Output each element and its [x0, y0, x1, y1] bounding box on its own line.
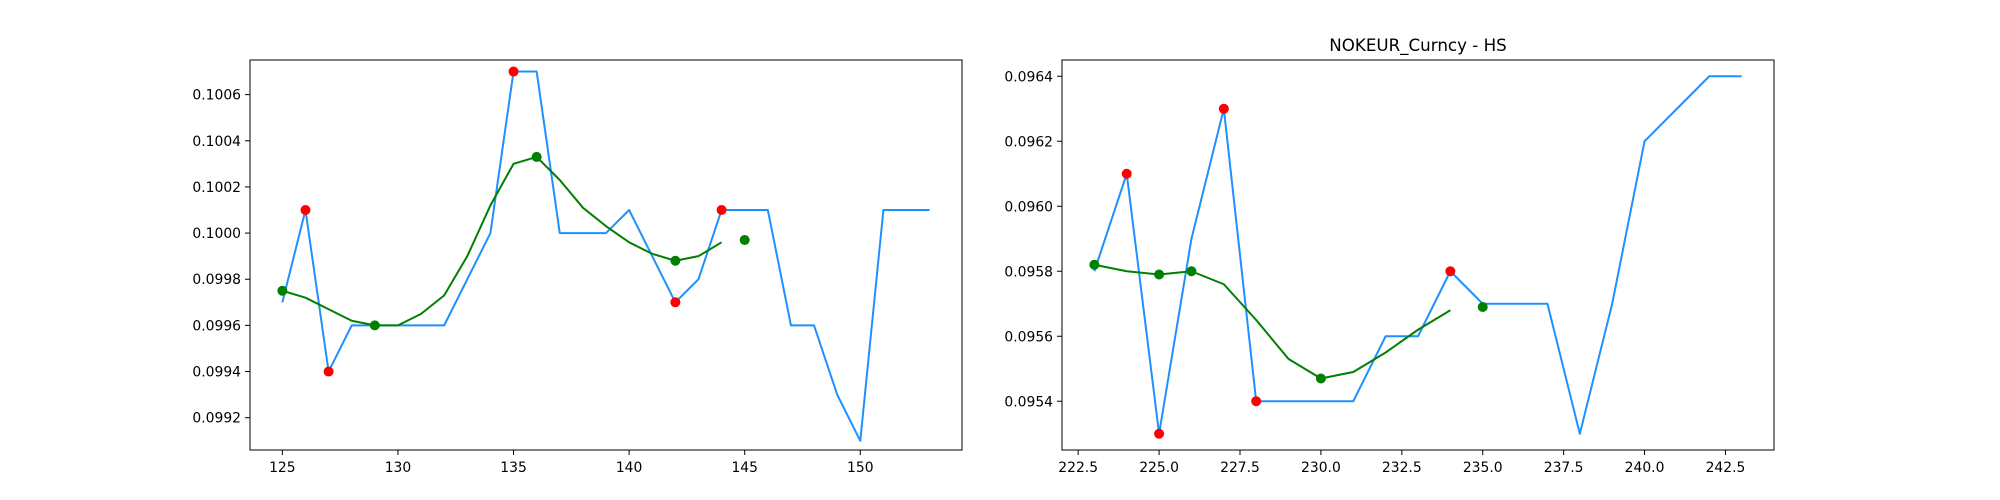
scatter-point: [1218, 103, 1229, 114]
series-line: [1093, 75, 1742, 435]
scatter-point: [670, 255, 681, 266]
x-tick-label: 135: [500, 460, 527, 476]
y-tick-label: 0.1000: [192, 226, 241, 242]
scatter-point: [1121, 168, 1132, 179]
y-tick-label: 0.0956: [1004, 329, 1053, 345]
scatter-point: [277, 285, 288, 296]
chart-title: NOKEUR_Curncy - HS: [1329, 35, 1506, 56]
scatter-point: [1315, 373, 1326, 384]
x-tick-label: 140: [616, 460, 643, 476]
scatter-point: [1089, 259, 1100, 270]
x-tick-label: 242.5: [1706, 460, 1746, 476]
x-tick-label: 130: [385, 460, 412, 476]
x-tick-label: 145: [731, 460, 758, 476]
series-line: [1094, 263, 1451, 380]
x-tick-label: 235.0: [1463, 460, 1503, 476]
scatter-point: [716, 205, 727, 215]
scatter-point: [508, 66, 519, 77]
scatter-point: [1154, 269, 1165, 280]
y-tick-label: 0.0996: [192, 318, 241, 334]
chart-left: 125 130 135 140 145 150 0.0992 0.0994 0.0996 0.09…: [192, 59, 963, 476]
scatter-point: [1154, 428, 1165, 439]
y-tick-label: 0.1004: [192, 134, 241, 150]
y-tick-label: 0.0992: [192, 411, 241, 427]
x-tick-label: 240.0: [1625, 460, 1665, 476]
scatter-point: [531, 151, 542, 162]
scatter-point: [1251, 396, 1262, 407]
y-tick-label: 0.1006: [192, 88, 241, 104]
scatter-point: [323, 366, 334, 377]
x-tick-label: 232.5: [1382, 460, 1422, 476]
chart-right: NOKEUR_Curncy - HS 222.5 225.0 227.5 230.0 23…: [1004, 35, 1775, 476]
scatter-point: [670, 297, 681, 308]
scatter-point: [369, 320, 380, 331]
y-tick-label: 0.0962: [1004, 134, 1053, 150]
y-tick-label: 0.0994: [192, 365, 241, 381]
y-tick-label: 0.0964: [1004, 69, 1053, 85]
y-tick-label: 0.0998: [192, 272, 241, 288]
x-tick-label: 230.0: [1301, 460, 1341, 476]
y-tick-label: 0.0958: [1004, 264, 1053, 280]
series-line: [282, 155, 723, 327]
scatter-point: [1186, 266, 1197, 277]
axes-frame: [1061, 59, 1775, 451]
x-tick-label: 222.5: [1058, 460, 1098, 476]
y-tick-label: 0.0954: [1004, 394, 1053, 410]
x-tick-label: 237.5: [1544, 460, 1584, 476]
series-line: [281, 70, 930, 442]
x-tick-label: 150: [847, 460, 874, 476]
axes-frame: [249, 59, 963, 451]
scatter-point: [1477, 302, 1488, 312]
scatter-point: [739, 235, 750, 245]
y-tick-label: 0.0960: [1004, 199, 1053, 215]
scatter-point: [300, 205, 311, 215]
x-tick-label: 125: [269, 460, 296, 476]
x-tick-label: 227.5: [1220, 460, 1260, 476]
x-tick-label: 225.0: [1139, 460, 1179, 476]
y-tick-label: 0.1002: [192, 180, 241, 196]
scatter-point: [1445, 266, 1456, 277]
